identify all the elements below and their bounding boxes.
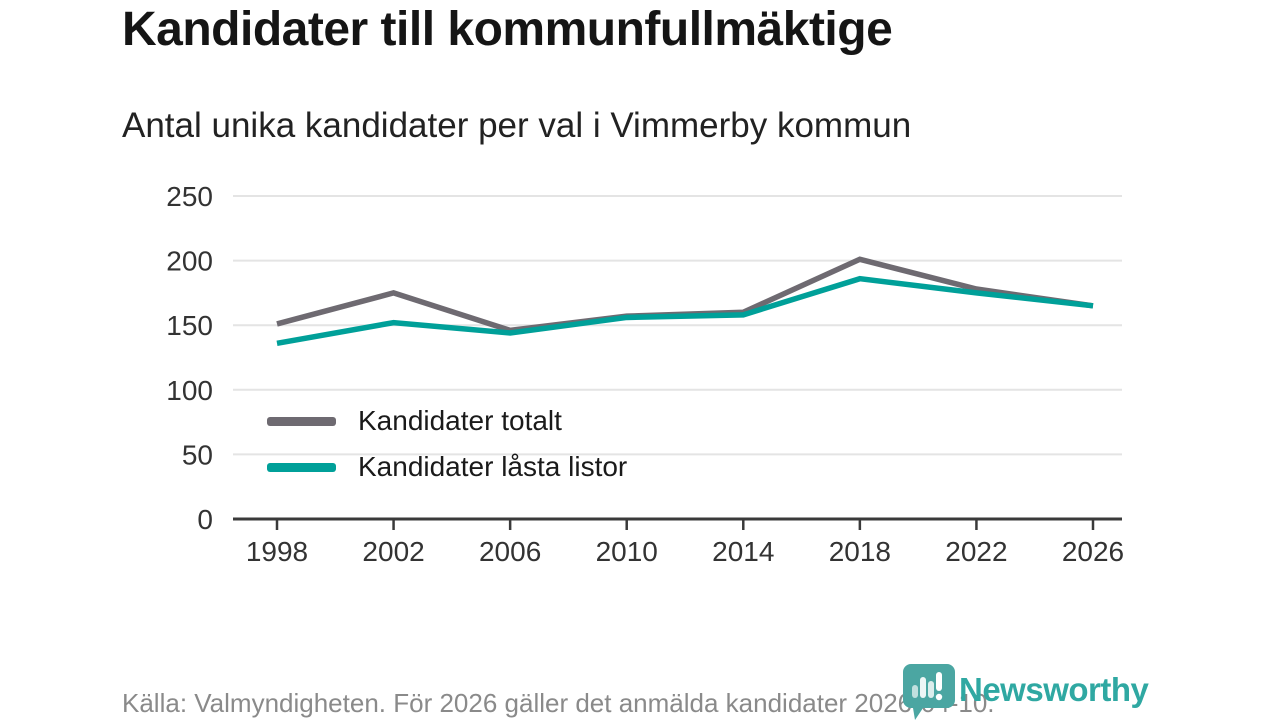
legend-item-total: Kandidater totalt: [267, 404, 627, 438]
x-tick-label: 2022: [945, 536, 1007, 567]
newsworthy-logo-icon: [903, 664, 955, 720]
newsworthy-brand: Newsworthy: [903, 664, 1149, 720]
legend-label-total: Kandidater totalt: [358, 405, 562, 436]
x-tick-label: 2018: [829, 536, 891, 567]
page-title: Kandidater till kommunfullmäktige: [122, 3, 893, 56]
y-tick-label: 0: [197, 504, 213, 535]
source-note: Källa: Valmyndigheten. För 2026 gäller d…: [122, 688, 995, 718]
legend-item-locked-lists: Kandidater låsta listor: [267, 450, 627, 484]
legend-swatch-locked-lists: [267, 462, 336, 472]
legend-label-locked-lists: Kandidater låsta listor: [358, 451, 628, 482]
x-tick-label: 2006: [479, 536, 541, 567]
y-tick-label: 50: [182, 439, 213, 470]
x-tick-label: 2014: [712, 536, 774, 567]
x-tick-label: 1998: [246, 536, 308, 567]
y-tick-label: 200: [166, 246, 213, 277]
newsworthy-wordmark: Newsworthy: [959, 671, 1149, 708]
y-tick-label: 250: [166, 181, 213, 212]
chart-legend: Kandidater totalt Kandidater låsta listo…: [267, 404, 627, 484]
series-line-locked-lists: [276, 275, 1094, 346]
x-tick-label: 2002: [362, 536, 424, 567]
x-tick-label: 2010: [596, 536, 658, 567]
chart-subtitle: Antal unika kandidater per val i Vimmerb…: [122, 106, 912, 145]
legend-swatch-total: [267, 416, 336, 426]
y-tick-label: 150: [166, 310, 213, 341]
x-tick-label: 2026: [1062, 536, 1124, 567]
y-tick-label: 100: [166, 375, 213, 406]
